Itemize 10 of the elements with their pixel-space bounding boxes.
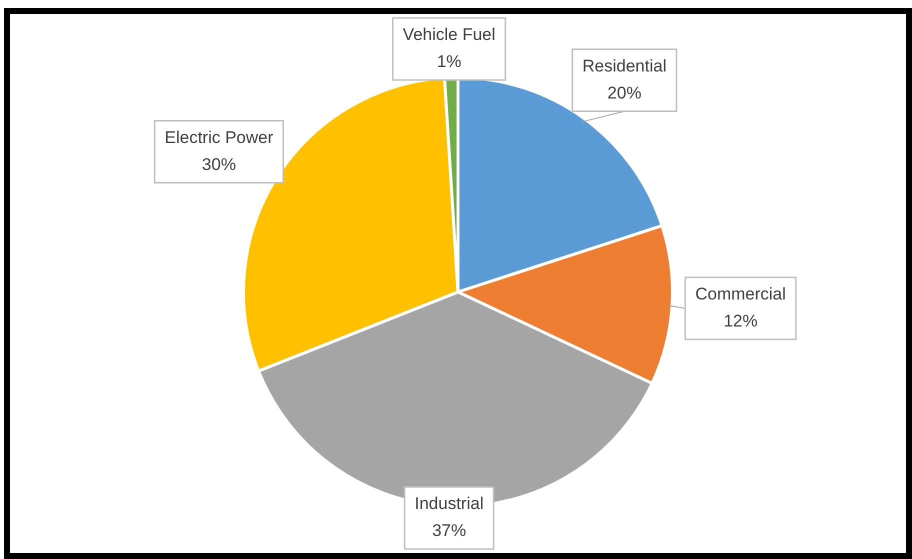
slice-label: Commercial — [695, 284, 786, 304]
data-label: 37% — [432, 521, 466, 540]
slice-label: Residential — [582, 56, 666, 76]
data-label: 12% — [724, 312, 758, 331]
data-label: 20% — [607, 83, 642, 102]
data-label: 30% — [202, 154, 236, 174]
slice-label: Electric Power — [164, 128, 274, 147]
slice-label: Vehicle Fuel — [402, 25, 496, 44]
slice-label: Industrial — [414, 494, 484, 514]
data-label: 1% — [436, 52, 462, 72]
